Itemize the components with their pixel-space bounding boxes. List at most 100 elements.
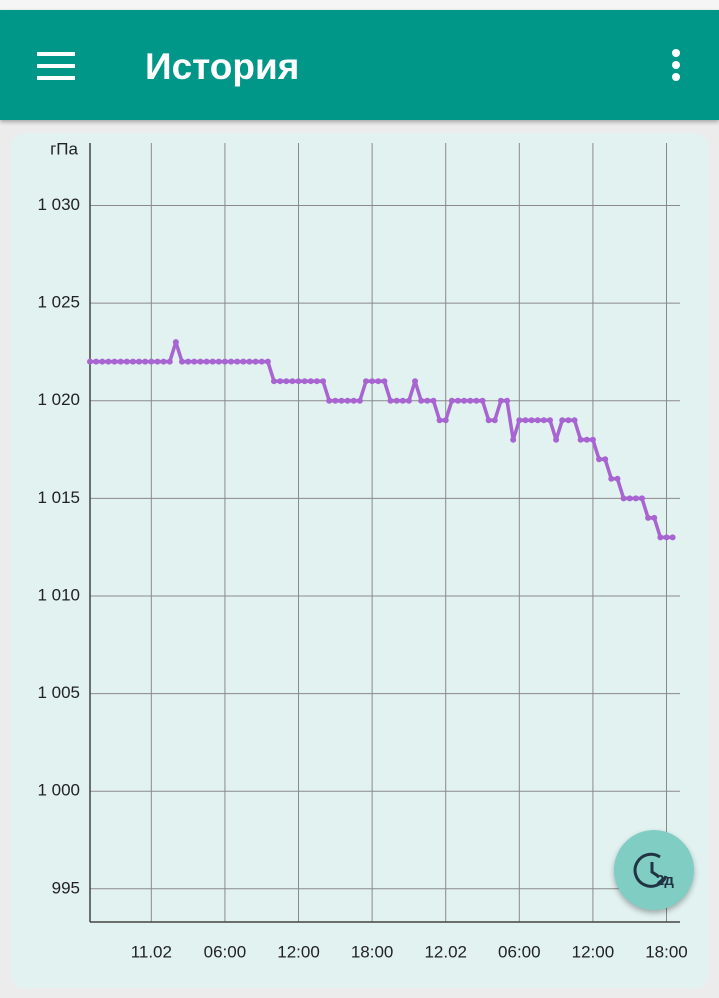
point [350,397,357,404]
x-tick-label: 11.02 [131,942,172,961]
menu-button[interactable] [37,52,77,82]
point [362,378,369,385]
point [651,514,658,521]
point [412,378,419,385]
point [301,378,308,385]
point [270,378,277,385]
point [534,417,541,424]
period-button[interactable]: 2д [614,830,694,910]
point [166,358,173,365]
point [320,378,327,385]
point [504,397,511,404]
point [332,397,339,404]
point [645,514,652,521]
point [387,397,394,404]
point [369,378,376,385]
y-tick-label: 1 030 [37,195,80,214]
point [669,534,676,541]
y-unit-label: гПа [50,139,78,158]
point [436,417,443,424]
point [626,495,633,502]
point [295,378,302,385]
point [123,358,130,365]
point [160,358,167,365]
point [399,397,406,404]
point [185,358,192,365]
point [277,378,284,385]
point [473,397,480,404]
point [246,358,253,365]
point [172,339,179,346]
chart-card [12,133,708,988]
point [203,358,210,365]
point [589,436,596,443]
point [178,358,185,365]
point [142,358,149,365]
point [356,397,363,404]
point [479,397,486,404]
point [608,475,615,482]
point [381,378,388,385]
status-strip [0,0,719,10]
point [129,358,136,365]
point [657,534,664,541]
point [136,358,143,365]
point [448,397,455,404]
point [234,358,241,365]
point [111,358,118,365]
x-tick-label: 12:00 [277,942,320,961]
point [510,436,517,443]
point [326,397,333,404]
point [602,456,609,463]
point [485,417,492,424]
point [289,378,296,385]
y-tick-label: 1 025 [37,293,80,312]
point [614,475,621,482]
point [375,378,382,385]
point [148,358,155,365]
more-button[interactable] [670,48,682,84]
point [497,397,504,404]
y-tick-label: 1 000 [37,781,80,800]
point [559,417,566,424]
point [528,417,535,424]
point [393,397,400,404]
point [546,417,553,424]
point [283,378,290,385]
point [228,358,235,365]
point [405,397,412,404]
point [418,397,425,404]
point [240,358,247,365]
point [221,358,228,365]
x-tick-label: 18:00 [351,942,394,961]
point [87,358,93,365]
y-tick-label: 995 [52,878,80,897]
point [264,358,271,365]
point [209,358,216,365]
x-tick-label: 12.02 [424,942,467,961]
point [338,397,345,404]
point [197,358,204,365]
point [596,456,603,463]
point [117,358,124,365]
point [252,358,259,365]
x-tick-label: 06:00 [498,942,541,961]
clock-icon [633,852,668,888]
point [461,397,468,404]
point [93,358,100,365]
y-tick-label: 1 005 [37,683,80,702]
point [632,495,639,502]
y-tick-label: 1 015 [37,488,80,507]
point [430,397,437,404]
point [454,397,461,404]
point [191,358,198,365]
x-tick-label: 06:00 [204,942,247,961]
point [522,417,529,424]
point [583,436,590,443]
point [307,378,314,385]
point [516,417,523,424]
point [154,358,161,365]
y-tick-label: 1 010 [37,585,80,604]
